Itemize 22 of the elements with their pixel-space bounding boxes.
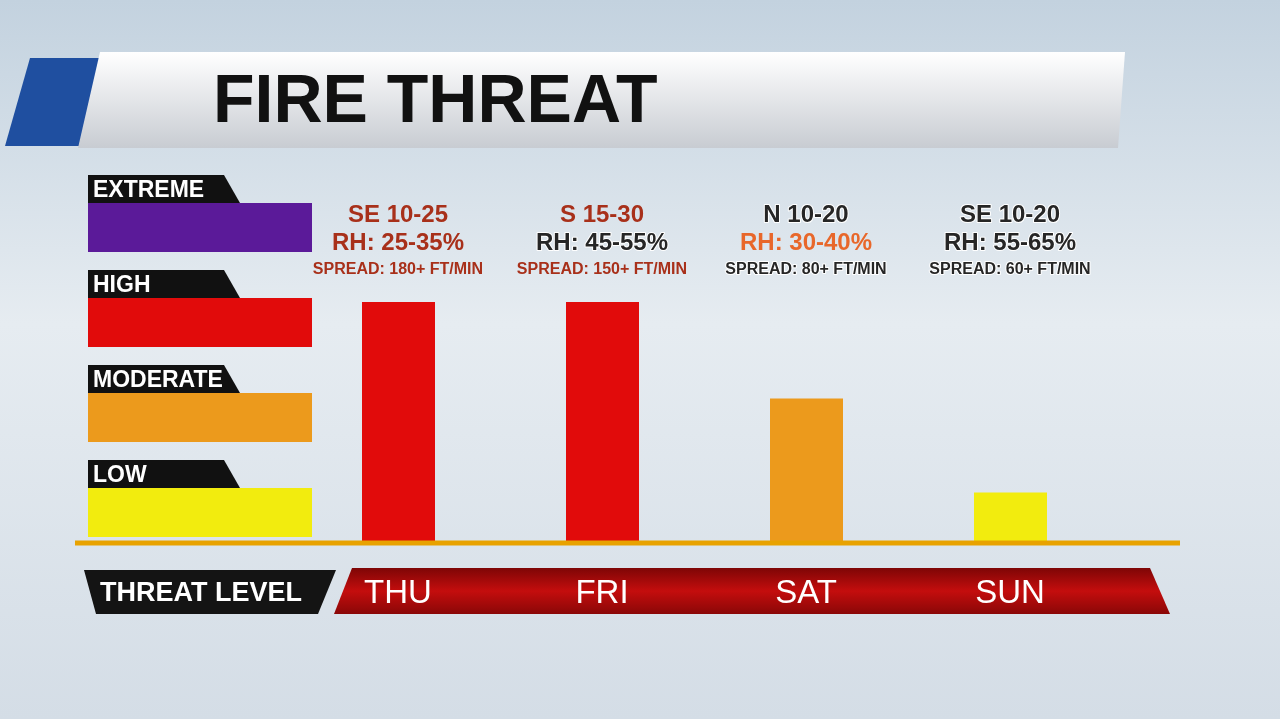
x-tick-label: FRI (575, 572, 629, 610)
text: SPREAD: 60+ FT/MIN (929, 259, 1091, 277)
text: RH: 30-40% (739, 227, 873, 255)
x-tick-label: SUN (975, 572, 1045, 610)
text: EXTREME (93, 176, 205, 202)
text: SE 10-25 (347, 199, 449, 227)
x-tick-label: SAT (775, 572, 837, 610)
text: S 15-30 (559, 199, 645, 227)
text: RH: 55-65% (943, 227, 1077, 255)
text: LOW (93, 461, 147, 487)
y-axis-title: THREAT LEVEL (100, 576, 302, 608)
text: SE 10-20 (959, 199, 1061, 227)
text: RH: 25-35% (331, 227, 465, 255)
text: MODERATE (93, 366, 223, 392)
text: SPREAD: 150+ FT/MIN (516, 259, 688, 277)
text: SPREAD: 180+ FT/MIN (312, 259, 484, 277)
text: N 10-20 (763, 199, 849, 227)
text: HIGH (93, 271, 151, 297)
text: RH: 45-55% (535, 227, 669, 255)
text: SPREAD: 80+ FT/MIN (725, 259, 887, 277)
chart-title: FIRE THREAT (213, 60, 658, 136)
x-tick-label: THU (364, 572, 432, 610)
